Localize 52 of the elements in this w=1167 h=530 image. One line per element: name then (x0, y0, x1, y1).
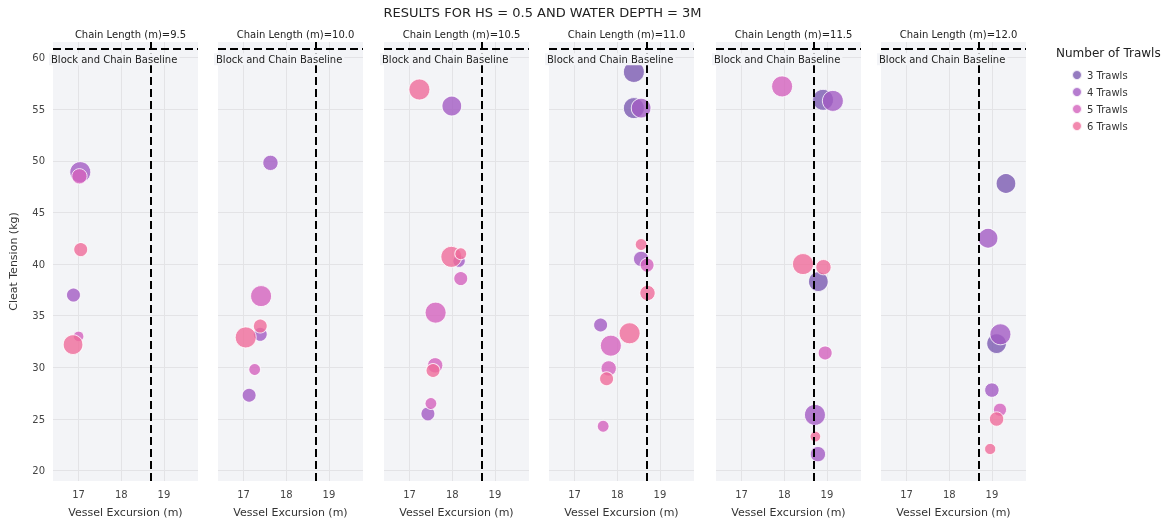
x-tick-label: 17 (237, 488, 250, 500)
x-tick-label: 18 (279, 488, 293, 500)
y-tick-label: 60 (32, 51, 45, 63)
legend-label: 4 Trawls (1087, 86, 1128, 98)
ref-line-label: Block and Chain Baseline (51, 53, 178, 65)
x-tick-label: 17 (900, 488, 913, 500)
text: RESULTS FOR HS = 0.5 AND WATER DEPTH = 3M (382, 5, 703, 20)
y-tick-label: 20 (32, 465, 45, 477)
x-tick-label: 17 (568, 488, 581, 500)
x-tick-label: 18 (777, 488, 791, 500)
y-tick-label: 45 (32, 206, 45, 218)
ref-line-label: Block and Chain Baseline (216, 53, 343, 65)
x-tick-label: 19 (820, 488, 834, 500)
x-tick-label: 18 (610, 488, 624, 500)
legend-label: 6 Trawls (1087, 120, 1128, 132)
y-tick-label: 40 (32, 258, 45, 270)
legend-title: Number of Trawls (1056, 46, 1161, 60)
legend-label: 3 Trawls (1087, 69, 1128, 81)
chart-title: Chain Length (m)=12.0 (899, 28, 1018, 40)
x-tick-label: 19 (985, 488, 999, 500)
x-tick-label: 17 (403, 488, 416, 500)
x-axis-title: Vessel Excursion (m) (896, 506, 1011, 519)
x-tick-label: 17 (72, 488, 85, 500)
y-tick-label: 55 (32, 103, 45, 115)
x-axis-title: Vessel Excursion (m) (399, 506, 514, 519)
x-tick-label: 18 (942, 488, 956, 500)
x-axis-title: Vessel Excursion (m) (564, 506, 679, 519)
x-tick-label: 19 (322, 488, 336, 500)
x-tick-label: 19 (157, 488, 171, 500)
chart-title: Chain Length (m)=9.5 (74, 28, 187, 40)
y-tick-label: 25 (32, 413, 45, 425)
ref-line-label: Block and Chain Baseline (382, 53, 509, 65)
x-axis-title: Vessel Excursion (m) (233, 506, 348, 519)
y-tick-label: 30 (32, 361, 45, 373)
x-tick-label: 18 (114, 488, 128, 500)
chart-title: Chain Length (m)=11.5 (734, 28, 853, 40)
ref-line-label: Block and Chain Baseline (714, 53, 841, 65)
chart-title: Chain Length (m)=11.0 (567, 28, 686, 40)
x-tick-label: 19 (653, 488, 667, 500)
x-tick-label: 17 (735, 488, 748, 500)
x-axis-title: Vessel Excursion (m) (68, 506, 183, 519)
x-tick-label: 18 (445, 488, 459, 500)
ref-line-label: Block and Chain Baseline (879, 53, 1006, 65)
chart-title: Chain Length (m)=10.5 (402, 28, 521, 40)
x-axis-title: Vessel Excursion (m) (731, 506, 846, 519)
legend-label: 5 Trawls (1087, 103, 1128, 115)
y-axis-title: Cleat Tension (kg) (7, 212, 20, 311)
chart-title: Chain Length (m)=10.0 (236, 28, 355, 40)
ref-line-label: Block and Chain Baseline (547, 53, 674, 65)
y-tick-label: 35 (32, 310, 45, 322)
x-tick-label: 19 (488, 488, 502, 500)
y-tick-label: 50 (32, 155, 45, 167)
